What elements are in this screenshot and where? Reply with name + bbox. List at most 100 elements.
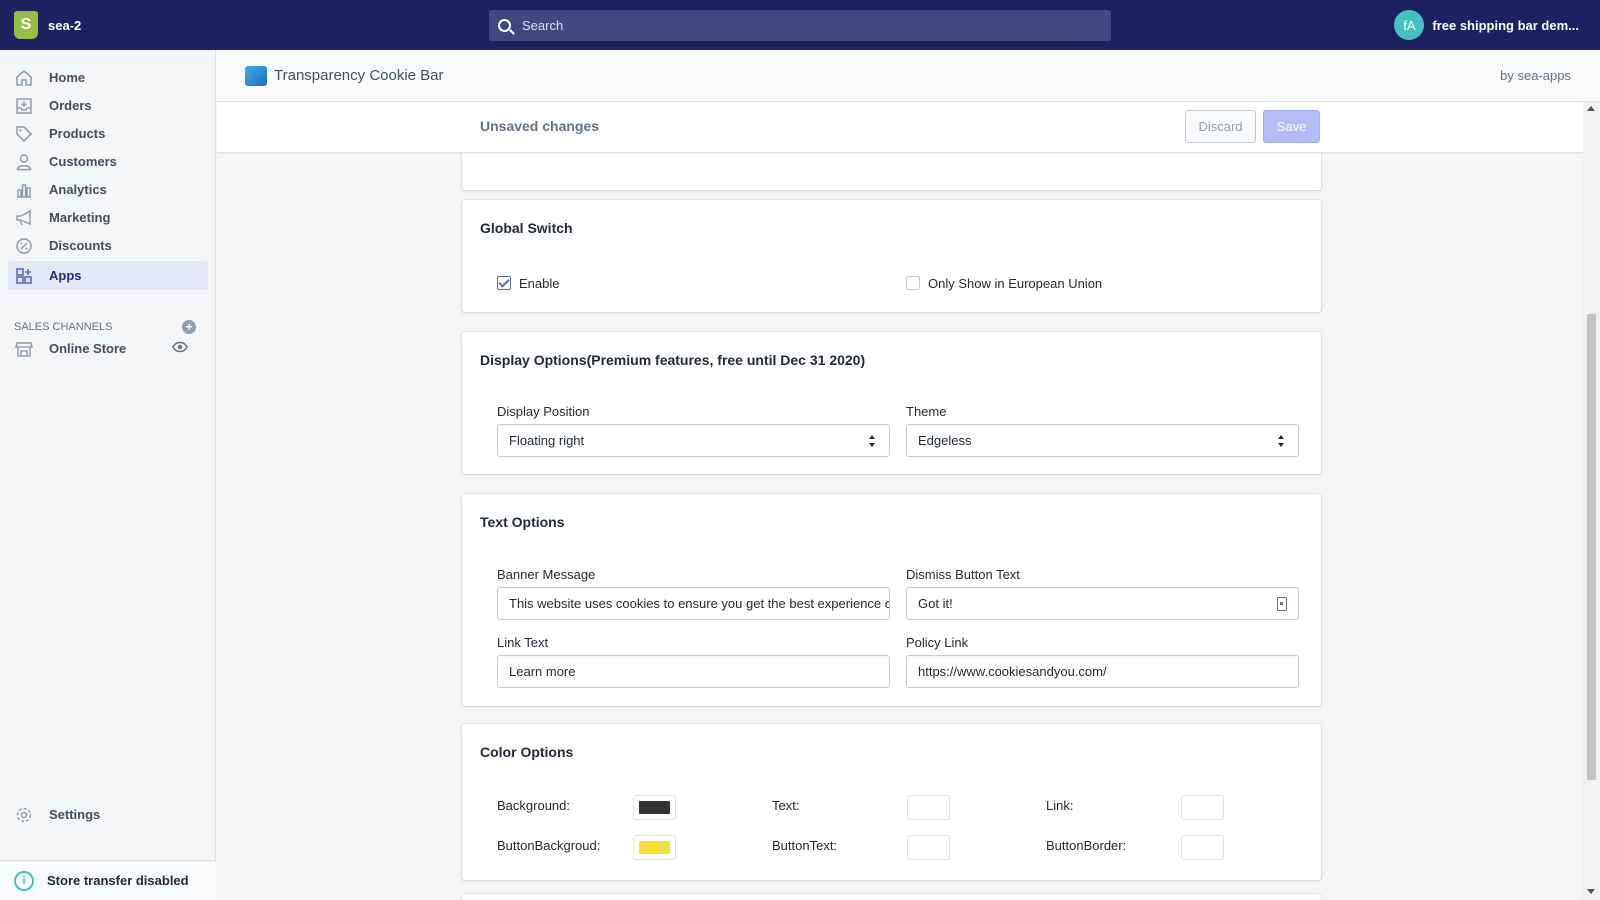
policy-link-label: Policy Link: [906, 635, 969, 650]
text-color-fill: [913, 801, 944, 814]
scroll-thumb[interactable]: [1587, 314, 1596, 780]
banner-message-label: Banner Message: [497, 567, 596, 582]
display-position-value: Floating right: [509, 433, 585, 448]
page-scrollbar[interactable]: [1583, 102, 1600, 900]
banner-message-value: This website uses cookies to ensure you …: [509, 596, 889, 611]
theme-value: Edgeless: [918, 433, 972, 448]
app-developer: by sea-apps: [1500, 68, 1571, 83]
sidebar-item-label: Customers: [49, 154, 117, 169]
display-options-card: Display Options(Premium features, free u…: [462, 332, 1321, 474]
sidebar-item-products[interactable]: Products: [8, 119, 208, 148]
clipboard-icon: [1277, 597, 1287, 611]
link-color-label: Link:: [1046, 798, 1074, 813]
sidebar-item-label: Online Store: [49, 341, 127, 356]
card-title: Color Options: [480, 744, 574, 760]
eu-only-label: Only Show in European Union: [928, 276, 1103, 291]
sidebar-item-settings[interactable]: Settings: [8, 800, 208, 829]
search-input[interactable]: Search: [489, 10, 1111, 41]
top-bar: S sea-2 Search fA free shipping bar dem.…: [0, 0, 1600, 50]
enable-label: Enable: [519, 276, 560, 291]
contextual-save-bar: Unsaved changes Discard Save: [217, 102, 1583, 153]
display-position-label: Display Position: [497, 404, 590, 419]
sidebar-item-label: Analytics: [49, 182, 107, 197]
eu-only-checkbox[interactable]: [906, 276, 920, 290]
app-header: Transparency Cookie Bar by sea-apps: [217, 50, 1600, 102]
save-button[interactable]: Save: [1263, 110, 1320, 143]
link-text-value: Learn more: [509, 664, 576, 679]
background-color-swatch[interactable]: [633, 795, 676, 820]
megaphone-icon: [15, 209, 33, 227]
text-color-label: Text:: [772, 798, 800, 813]
app-logo-icon: [245, 65, 267, 86]
select-arrows-icon: [1278, 434, 1286, 448]
policy-link-value: https://www.cookiesandyou.com/: [918, 664, 1107, 679]
select-arrows-icon: [869, 434, 877, 448]
policy-link-input[interactable]: https://www.cookiesandyou.com/: [906, 655, 1299, 688]
text-color-swatch[interactable]: [907, 795, 950, 820]
store-transfer-label: Store transfer disabled: [47, 873, 189, 888]
sidebar-item-label: Discounts: [49, 238, 112, 253]
sidebar-item-discounts[interactable]: Discounts: [8, 231, 208, 260]
text-options-card: Text Options Banner Message This website…: [462, 494, 1321, 706]
button-text-color-fill: [913, 841, 944, 854]
theme-select[interactable]: Edgeless: [906, 424, 1299, 457]
app-content: Unsaved changes Discard Save Global Swit…: [217, 102, 1583, 900]
sidebar-item-home[interactable]: Home: [8, 63, 208, 92]
next-card: [462, 894, 1321, 900]
discount-icon: [15, 237, 33, 255]
global-switch-card: Global Switch Enable Only Show in Europe…: [462, 200, 1321, 312]
sidebar-item-apps[interactable]: Apps: [8, 261, 208, 290]
button-text-color-swatch[interactable]: [907, 835, 950, 860]
button-border-color-label: ButtonBorder:: [1046, 838, 1127, 853]
link-text-input[interactable]: Learn more: [497, 655, 890, 688]
store-icon: [15, 340, 33, 358]
dismiss-button-text-value: Got it!: [918, 596, 953, 611]
sidebar-item-label: Marketing: [49, 210, 111, 225]
search-placeholder: Search: [522, 18, 564, 33]
account-menu[interactable]: fA free shipping bar dem...: [1394, 10, 1579, 40]
app-title: Transparency Cookie Bar: [274, 67, 444, 84]
sidebar: Home Orders Products Customers Analytics…: [0, 50, 216, 900]
sidebar-item-label: Products: [49, 126, 106, 141]
store-transfer-banner[interactable]: i Store transfer disabled: [0, 860, 216, 900]
shopify-logo-icon: S: [14, 11, 38, 39]
button-border-color-swatch[interactable]: [1181, 835, 1224, 860]
card-title: Global Switch: [480, 220, 573, 236]
add-channel-icon[interactable]: +: [182, 320, 196, 334]
unsaved-changes-message: Unsaved changes: [480, 118, 600, 134]
apps-icon: [15, 267, 33, 285]
eye-icon[interactable]: [172, 341, 188, 356]
info-icon: i: [14, 870, 34, 891]
button-text-color-label: ButtonText:: [772, 838, 838, 853]
sidebar-item-label: Orders: [49, 98, 92, 113]
link-color-swatch[interactable]: [1181, 795, 1224, 820]
background-color-label: Background:: [497, 798, 570, 813]
person-icon: [15, 153, 33, 171]
card-title: Display Options(Premium features, free u…: [480, 352, 866, 368]
sidebar-item-online-store[interactable]: Online Store: [8, 334, 208, 363]
sidebar-item-orders[interactable]: Orders: [8, 91, 208, 120]
sidebar-item-label: Home: [49, 70, 86, 85]
scroll-up-arrow-icon[interactable]: [1587, 106, 1595, 111]
discard-button[interactable]: Discard: [1185, 110, 1256, 143]
display-position-select[interactable]: Floating right: [497, 424, 890, 457]
scroll-down-arrow-icon[interactable]: [1587, 889, 1595, 894]
link-color-fill: [1187, 801, 1218, 814]
search-icon: [498, 19, 511, 32]
theme-label: Theme: [906, 404, 947, 419]
sidebar-item-analytics[interactable]: Analytics: [8, 175, 208, 204]
card-title: Text Options: [480, 514, 565, 530]
store-switcher[interactable]: S sea-2: [0, 11, 220, 39]
dismiss-button-text-input[interactable]: Got it!: [906, 587, 1299, 620]
sidebar-item-marketing[interactable]: Marketing: [8, 203, 208, 232]
avatar: fA: [1394, 10, 1425, 40]
gear-icon: [15, 806, 33, 824]
color-options-card: Color Options Background: Text: Link: Bu…: [462, 724, 1321, 880]
enable-checkbox[interactable]: [497, 276, 511, 290]
store-name: sea-2: [48, 17, 82, 33]
sales-channels-label: SALES CHANNELS: [14, 321, 113, 333]
banner-message-input[interactable]: This website uses cookies to ensure you …: [497, 587, 890, 620]
bar-chart-icon: [15, 181, 33, 199]
sidebar-item-customers[interactable]: Customers: [8, 147, 208, 176]
button-background-color-swatch[interactable]: [633, 835, 676, 860]
